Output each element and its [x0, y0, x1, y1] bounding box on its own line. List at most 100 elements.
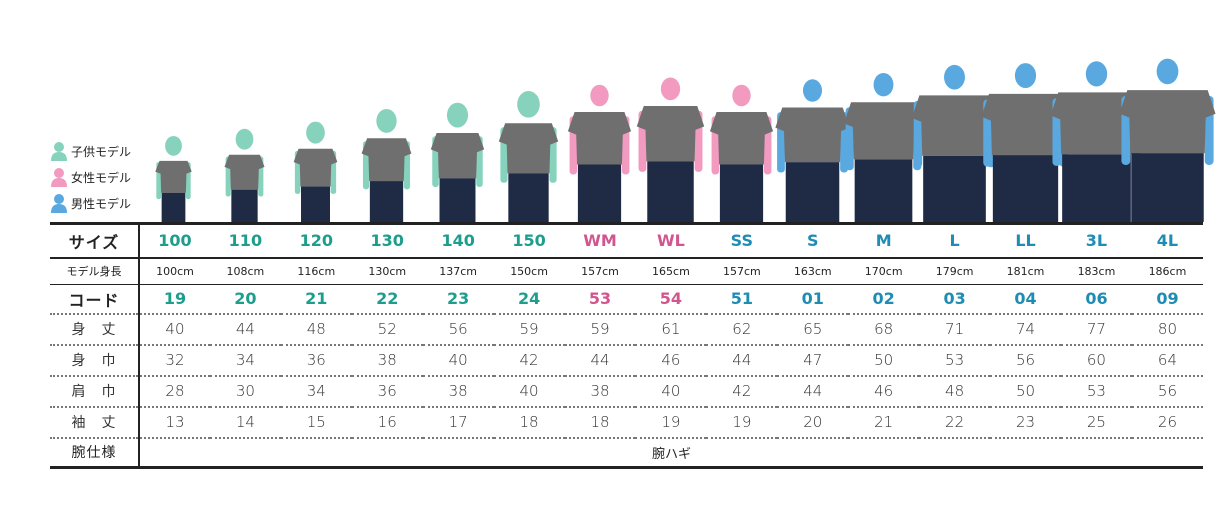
cell-length: 80	[1157, 320, 1177, 338]
cell-height: 100cm	[156, 264, 194, 278]
cell-length: 56	[448, 320, 468, 338]
row-label: サイズ	[50, 223, 140, 258]
cell-length: 77	[1086, 320, 1106, 338]
cell-width: 53	[945, 351, 965, 369]
cell-width: 64	[1157, 351, 1177, 369]
cell-size: 140	[441, 231, 475, 251]
cell-code: 02	[872, 289, 895, 309]
model-figure-140	[430, 102, 485, 222]
cell-shoulder: 44	[803, 382, 823, 400]
cell-shoulder: 36	[377, 382, 397, 400]
model-figures	[155, 58, 1216, 222]
model-figure-WM	[567, 84, 632, 222]
cell-length: 62	[732, 320, 752, 338]
legend-item-kid: 子供モデル	[50, 138, 131, 164]
cell-size: 100	[158, 231, 192, 251]
cell-code: 03	[943, 289, 966, 309]
cell-code: 24	[517, 289, 541, 309]
cell-width: 32	[165, 351, 185, 369]
cell-code: 23	[447, 289, 470, 309]
cell-shoulder: 50	[1015, 382, 1036, 400]
cell-length: 40	[165, 320, 185, 338]
cell-height: 170cm	[864, 264, 903, 278]
cell-length: 68	[874, 320, 894, 338]
cell-shoulder: 30	[235, 382, 255, 400]
cell-width: 44	[732, 351, 752, 369]
cell-width: 36	[306, 351, 326, 369]
cell-width: 56	[1015, 351, 1036, 369]
cell-sleeve: 21	[874, 413, 894, 431]
cell-code: 51	[730, 289, 753, 309]
legend-item-woman: 女性モデル	[50, 164, 131, 190]
cell-size: S	[806, 231, 819, 251]
cell-code: 04	[1014, 289, 1037, 309]
cell-length: 48	[306, 320, 326, 338]
cell-size: 150	[512, 231, 546, 251]
cell-length: 59	[519, 320, 539, 338]
cell-shoulder: 34	[306, 382, 326, 400]
cell-length: 52	[377, 320, 397, 338]
legend-label: 子供モデル	[71, 144, 132, 159]
row-width: 身 巾 32 34 36 38 40 42 44 46 44 47 50 53 56 60 64	[50, 344, 1203, 376]
row-length: 身 丈 40 44 48 52 56 59 59 61 62 65 68 71 74 77 80	[50, 313, 1203, 345]
cell-shoulder: 38	[448, 382, 468, 400]
row-label: コード	[50, 284, 140, 314]
cell-sleeve: 17	[448, 413, 468, 431]
person-icon	[51, 168, 67, 187]
model-figure-4L	[1119, 58, 1216, 222]
row-size: サイズ 100 110 120 130 140 150 WM WL SS S M L LL 3L 4L	[50, 223, 1203, 258]
cell-sleeve: 18	[519, 413, 539, 431]
cell-sleeve: 25	[1086, 413, 1106, 431]
cell-height: 150cm	[510, 264, 548, 278]
cell-arm-spec: 腕ハギ	[651, 446, 691, 462]
row-arm: 腕仕様 腕ハギ	[50, 437, 1203, 468]
cell-size: 130	[370, 231, 404, 251]
cell-code: 09	[1156, 289, 1179, 309]
cell-code: 53	[588, 289, 612, 309]
cell-size: 3L	[1085, 231, 1108, 251]
cell-sleeve: 23	[1015, 413, 1036, 431]
cell-height: 181cm	[1006, 264, 1045, 278]
cell-sleeve: 20	[803, 413, 823, 431]
cell-size: 120	[299, 231, 333, 251]
cell-size: 4L	[1156, 231, 1179, 251]
cell-length: 74	[1015, 320, 1036, 338]
row-label: 身 丈	[50, 313, 140, 345]
row-shoulder: 肩 巾 28 30 34 36 38 40 38 40 42 44 46 48 50 53 56	[50, 375, 1203, 407]
cell-width: 50	[874, 351, 894, 369]
cell-shoulder: 38	[590, 382, 610, 400]
model-figure-100	[155, 136, 192, 222]
legend-item-man: 男性モデル	[50, 190, 131, 216]
cell-code: 54	[659, 289, 683, 309]
cell-size: SS	[730, 231, 753, 251]
cell-code: 01	[801, 289, 824, 309]
cell-height: 116cm	[297, 264, 336, 278]
cell-height: 186cm	[1148, 264, 1187, 278]
model-figure-120	[293, 121, 338, 222]
cell-length: 44	[235, 320, 255, 338]
cell-shoulder: 56	[1157, 382, 1177, 400]
cell-shoulder: 28	[165, 382, 185, 400]
cell-sleeve: 15	[306, 413, 326, 431]
model-figure-M	[843, 73, 924, 222]
row-label: 肩 巾	[50, 375, 140, 407]
cell-shoulder: 40	[661, 382, 681, 400]
cell-shoulder: 46	[874, 382, 894, 400]
cell-width: 42	[519, 351, 539, 369]
model-figure-S	[775, 79, 850, 222]
cell-length: 71	[945, 320, 965, 338]
row-label: 身 巾	[50, 344, 140, 376]
legend-label: 女性モデル	[71, 170, 132, 185]
cell-sleeve: 19	[732, 413, 752, 431]
row-label: 腕仕様	[50, 437, 140, 468]
cell-height: 165cm	[652, 264, 690, 278]
cell-height: 179cm	[935, 264, 974, 278]
cell-sleeve: 16	[377, 413, 397, 431]
cell-width: 44	[590, 351, 610, 369]
cell-size: WM	[583, 231, 617, 251]
cell-sleeve: 13	[165, 413, 185, 431]
cell-code: 22	[376, 289, 399, 309]
model-figure-WL	[636, 77, 705, 222]
row-sleeve: 袖 丈 13 14 15 16 17 18 18 19 19 20 21 22 23 25 26	[50, 406, 1203, 438]
person-icon	[51, 194, 67, 213]
